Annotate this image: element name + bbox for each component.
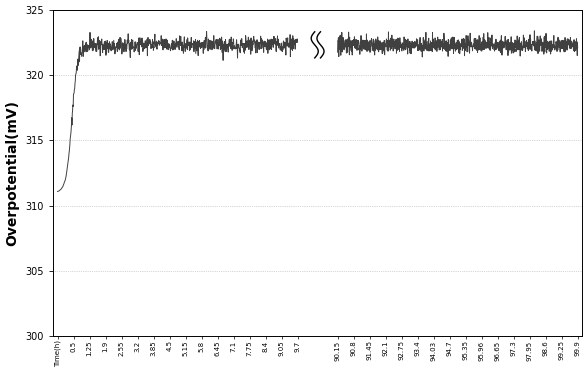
Y-axis label: Overpotential(mV): Overpotential(mV) — [5, 100, 19, 246]
